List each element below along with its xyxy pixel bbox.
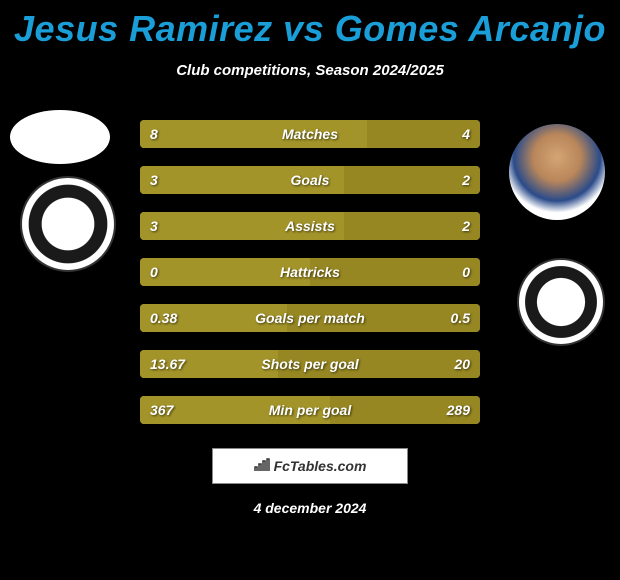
stat-value-left: 8 <box>150 126 158 142</box>
stat-value-left: 0.38 <box>150 310 177 326</box>
stat-row: 0 0 Hattricks <box>140 258 480 286</box>
comparison-subtitle: Club competitions, Season 2024/2025 <box>0 62 620 79</box>
stat-value-right: 0 <box>462 264 470 280</box>
stat-value-right: 0.5 <box>451 310 470 326</box>
player-left-avatar <box>10 110 110 164</box>
stat-value-right: 20 <box>454 356 470 372</box>
comparison-title: Jesus Ramirez vs Gomes Arcanjo <box>0 0 620 50</box>
stat-value-right: 2 <box>462 218 470 234</box>
stat-value-left: 3 <box>150 218 158 234</box>
player-right-avatar <box>509 124 605 220</box>
chart-icon <box>254 458 270 475</box>
watermark: FcTables.com <box>212 448 408 484</box>
player-left-club-badge <box>20 176 116 272</box>
stat-row: 3 2 Assists <box>140 212 480 240</box>
stat-value-right: 2 <box>462 172 470 188</box>
stat-label: Goals per match <box>255 310 365 326</box>
stat-label: Min per goal <box>269 402 351 418</box>
bar-right-segment <box>344 166 480 194</box>
stat-value-left: 0 <box>150 264 158 280</box>
stat-value-right: 4 <box>462 126 470 142</box>
bar-right-segment <box>344 212 480 240</box>
stat-label: Matches <box>282 126 338 142</box>
stat-label: Assists <box>285 218 335 234</box>
stat-value-left: 3 <box>150 172 158 188</box>
stat-label: Hattricks <box>280 264 340 280</box>
watermark-text: FcTables.com <box>274 458 367 474</box>
stat-row: 367 289 Min per goal <box>140 396 480 424</box>
stat-label: Shots per goal <box>261 356 358 372</box>
stat-row: 0.38 0.5 Goals per match <box>140 304 480 332</box>
stat-row: 3 2 Goals <box>140 166 480 194</box>
date-label: 4 december 2024 <box>254 500 367 516</box>
player-right-club-badge <box>517 258 605 346</box>
stat-row: 8 4 Matches <box>140 120 480 148</box>
stat-value-left: 13.67 <box>150 356 185 372</box>
stat-value-left: 367 <box>150 402 173 418</box>
stat-label: Goals <box>291 172 330 188</box>
comparison-bars: 8 4 Matches 3 2 Goals 3 2 Assists 0 0 Hattricks 0.38… <box>140 120 480 442</box>
stat-row: 13.67 20 Shots per goal <box>140 350 480 378</box>
stat-value-right: 289 <box>447 402 470 418</box>
